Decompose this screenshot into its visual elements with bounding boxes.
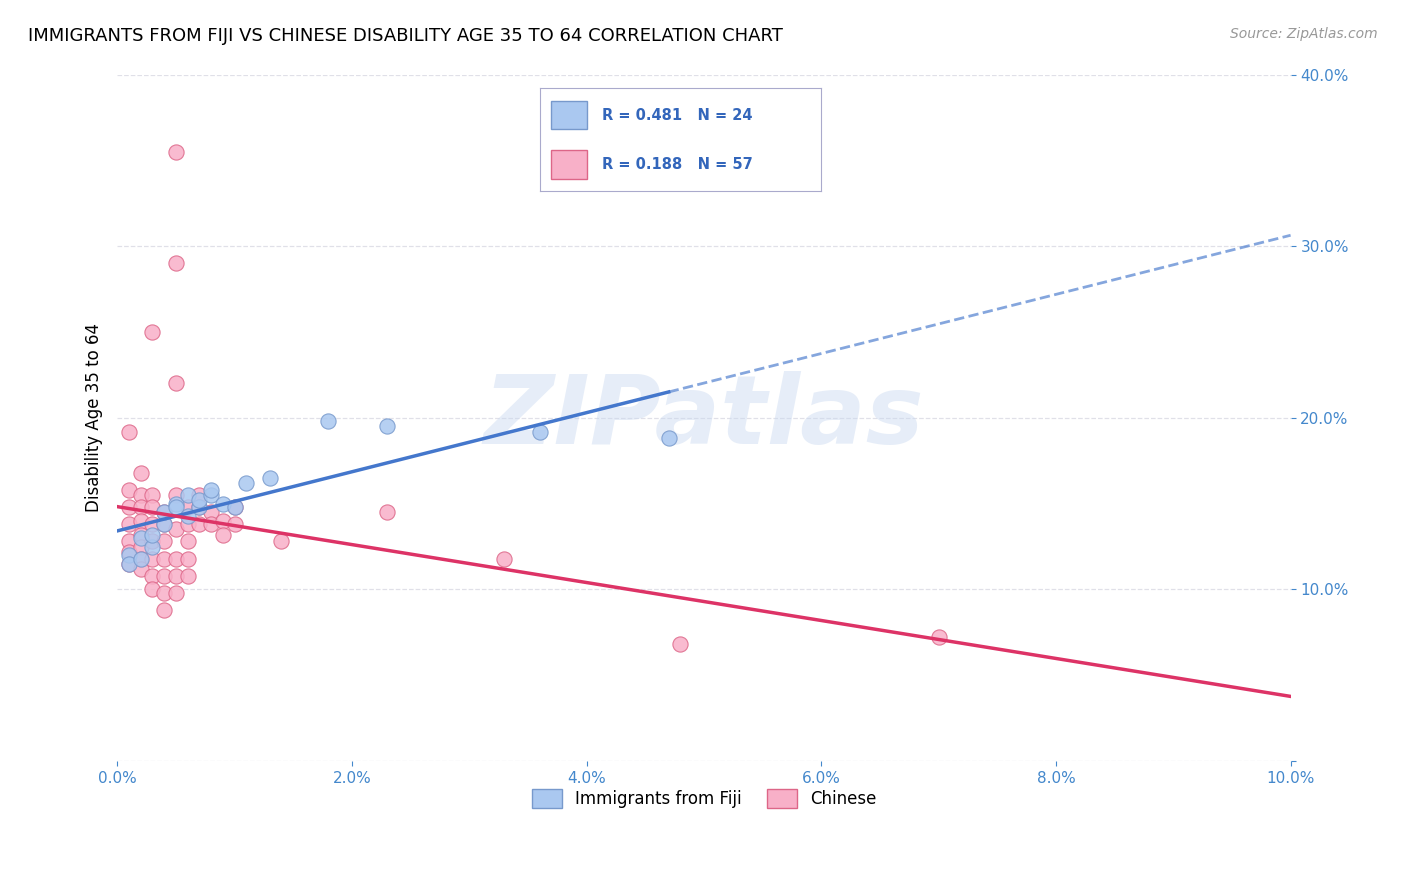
Point [200,483,222,497]
Point [270,534,292,549]
Point [224,500,246,514]
Point [200,505,222,519]
Point [153,505,176,519]
Point [118,557,141,571]
Point [129,562,152,576]
Point [141,500,163,514]
Point [129,551,152,566]
Point [494,551,516,566]
Point [141,534,163,549]
Point [141,527,163,541]
Point [165,256,187,270]
Point [176,488,198,502]
Point [176,517,198,532]
Point [211,514,233,528]
Point [118,544,141,558]
Point [153,534,176,549]
Point [153,517,176,532]
Point [153,586,176,600]
Point [129,500,152,514]
Point [188,488,211,502]
Text: Source: ZipAtlas.com: Source: ZipAtlas.com [1230,27,1378,41]
Point [211,497,233,511]
Point [153,517,176,532]
Point [129,466,152,480]
Point [211,527,233,541]
Point [224,500,246,514]
Point [165,522,187,536]
Point [118,534,141,549]
Point [129,527,152,541]
Point [235,476,257,491]
Point [129,531,152,545]
Point [118,483,141,497]
Point [129,488,152,502]
Y-axis label: Disability Age 35 to 64: Disability Age 35 to 64 [86,323,103,512]
Point [153,551,176,566]
Text: IMMIGRANTS FROM FIJI VS CHINESE DISABILITY AGE 35 TO 64 CORRELATION CHART: IMMIGRANTS FROM FIJI VS CHINESE DISABILI… [28,27,783,45]
Point [165,488,187,502]
Point [529,425,551,439]
Point [153,568,176,582]
Point [118,557,141,571]
Point [318,414,340,428]
Point [188,493,211,508]
Point [165,551,187,566]
Point [129,551,152,566]
Point [165,145,187,159]
Point [188,517,211,532]
Point [669,637,692,651]
Point [188,500,211,514]
Point [176,508,198,523]
Point [118,548,141,562]
Point [200,488,222,502]
Point [259,471,281,485]
Point [165,500,187,514]
Point [153,603,176,617]
Point [141,540,163,554]
Point [200,517,222,532]
Point [176,500,198,514]
Point [118,517,141,532]
Point [375,419,398,434]
Point [141,582,163,597]
Point [165,586,187,600]
Point [129,540,152,554]
Point [375,505,398,519]
Point [658,431,681,445]
Point [176,568,198,582]
Point [165,376,187,391]
Text: ZIPatlas: ZIPatlas [484,371,924,465]
Point [141,325,163,339]
Point [118,500,141,514]
Point [141,517,163,532]
Point [165,497,187,511]
Point [165,568,187,582]
Point [129,514,152,528]
Point [141,568,163,582]
Point [224,517,246,532]
Point [176,534,198,549]
Point [176,551,198,566]
Point [141,551,163,566]
Point [141,488,163,502]
Point [118,425,141,439]
Point [188,500,211,514]
Legend: Immigrants from Fiji, Chinese: Immigrants from Fiji, Chinese [524,782,883,814]
Point [153,505,176,519]
Point [928,631,950,645]
